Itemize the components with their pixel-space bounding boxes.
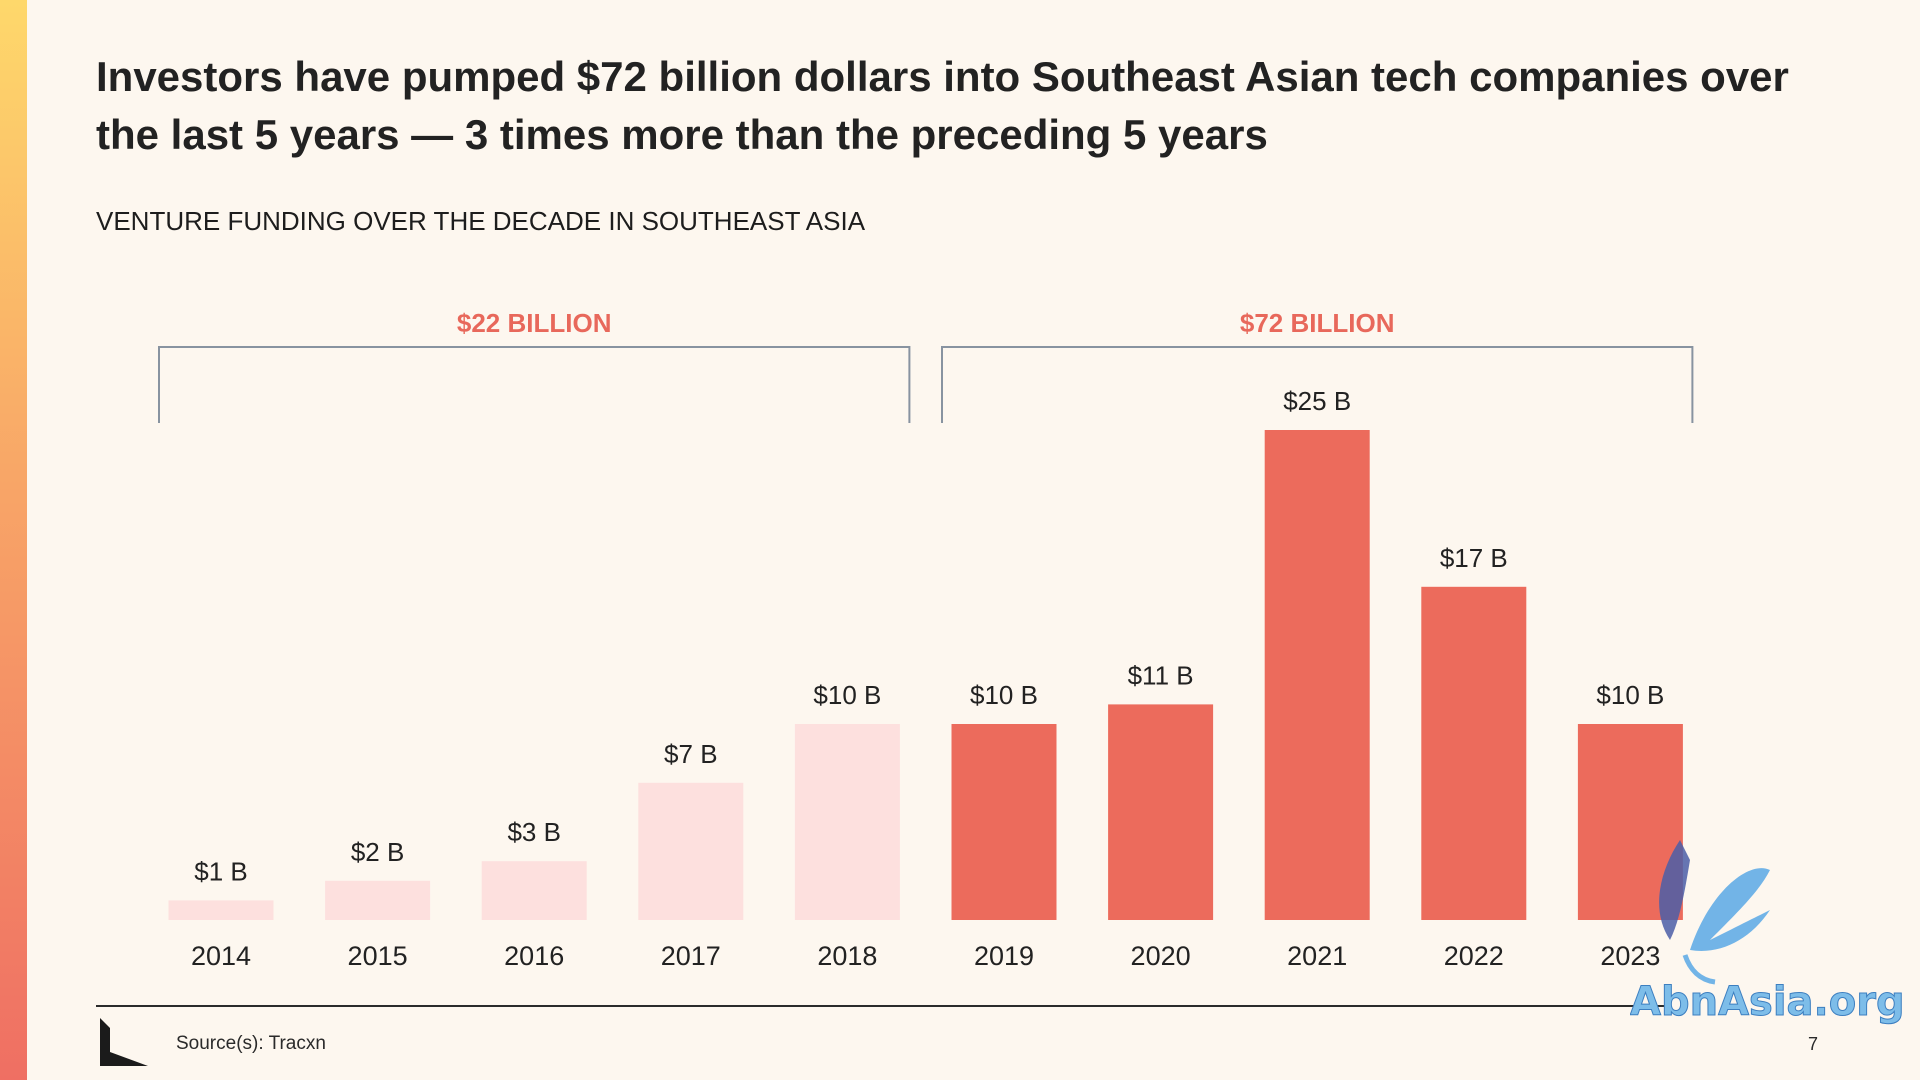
page-number: 7 (1808, 1034, 1819, 1054)
x-tick-label-2023: 2023 (1600, 941, 1660, 971)
bar-2020 (1108, 704, 1214, 920)
chart-subtitle: VENTURE FUNDING OVER THE DECADE IN SOUTH… (96, 206, 866, 236)
bar-2017 (638, 782, 744, 920)
bar-2021 (1264, 430, 1370, 920)
group-label-1: $22 BILLION (457, 308, 612, 338)
source-note: Source(s): Tracxn (176, 1033, 326, 1054)
footer-divider (96, 1005, 1670, 1007)
bar-2015 (325, 880, 431, 920)
feather-icon (1659, 840, 1770, 985)
bar-2022 (1421, 586, 1527, 920)
value-label-2023: $10 B (1596, 680, 1664, 710)
value-label-2020: $11 B (1128, 660, 1194, 690)
x-tick-label-2020: 2020 (1131, 941, 1191, 971)
x-tick-label-2021: 2021 (1287, 941, 1347, 971)
value-label-2022: $17 B (1440, 543, 1508, 573)
company-logo-icon (100, 1018, 148, 1066)
headline: Investors have pumped $72 billion dollar… (96, 53, 1789, 158)
bar-2019 (951, 724, 1057, 920)
value-label-2018: $10 B (813, 680, 881, 710)
value-label-2014: $1 B (194, 856, 248, 886)
x-tick-label-2017: 2017 (661, 941, 721, 971)
group-label-2: $72 BILLION (1240, 308, 1395, 338)
bar-2016 (481, 861, 587, 920)
watermark-logo: AbnAsia.org (1630, 840, 1905, 1026)
x-tick-label-2019: 2019 (974, 941, 1034, 971)
group-bracket-1 (158, 346, 911, 423)
x-tick-label-2022: 2022 (1444, 941, 1504, 971)
x-tick-label-2018: 2018 (817, 941, 877, 971)
accent-bar (0, 0, 27, 1080)
x-tick-label-2015: 2015 (348, 941, 408, 971)
bar-2018 (794, 724, 900, 920)
value-label-2017: $7 B (664, 739, 718, 769)
value-label-2016: $3 B (507, 817, 561, 847)
value-label-2021: $25 B (1283, 386, 1351, 416)
x-tick-label-2014: 2014 (191, 941, 251, 971)
value-label-2019: $10 B (970, 680, 1038, 710)
value-label-2015: $2 B (351, 837, 405, 867)
bar-2014 (168, 900, 274, 920)
group-bracket-2 (941, 346, 1694, 423)
x-tick-label-2016: 2016 (504, 941, 564, 971)
watermark-text: AbnAsia.org (1630, 979, 1905, 1025)
